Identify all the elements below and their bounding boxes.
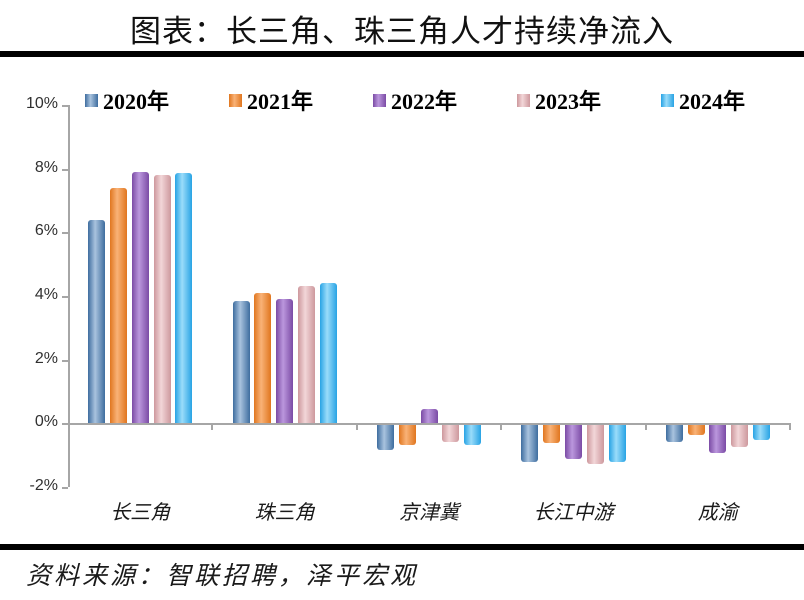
y-axis-tick bbox=[62, 423, 68, 426]
x-axis-label: 京津冀 bbox=[399, 500, 459, 524]
x-axis-label: 长江中游 bbox=[533, 500, 614, 524]
bar bbox=[131, 171, 149, 424]
x-axis-label: 长三角 bbox=[110, 500, 171, 524]
y-axis-label: 8% bbox=[34, 158, 58, 176]
x-axis-label: 珠三角 bbox=[254, 500, 315, 524]
legend-item: 2022年 bbox=[373, 84, 457, 116]
bar bbox=[232, 300, 250, 424]
bar bbox=[709, 424, 727, 453]
bar bbox=[731, 424, 749, 447]
bar bbox=[276, 299, 294, 424]
bar bbox=[564, 424, 582, 460]
bar bbox=[687, 424, 705, 436]
legend-label: 2020年 bbox=[103, 89, 170, 114]
x-axis-tick bbox=[500, 423, 503, 431]
legend-color-swatch-icon bbox=[661, 93, 674, 107]
y-axis-tick bbox=[62, 296, 68, 298]
x-axis-line bbox=[68, 423, 790, 426]
legend-color-swatch-icon bbox=[229, 93, 242, 107]
legend-item: 2024年 bbox=[661, 84, 745, 116]
bar bbox=[153, 175, 171, 424]
y-axis-tick bbox=[62, 168, 68, 171]
bar bbox=[752, 424, 770, 441]
y-axis-label: 6% bbox=[34, 222, 58, 240]
x-axis-tick bbox=[789, 423, 791, 431]
chart-title: 图表：长三角、珠三角人才持续净流入 bbox=[130, 14, 674, 50]
legend-label: 2022年 bbox=[391, 89, 458, 114]
source-note: 资料来源：智联招聘，泽平宏观 bbox=[26, 561, 419, 590]
x-axis-tick bbox=[211, 423, 214, 431]
bar bbox=[398, 424, 416, 445]
y-axis-tick bbox=[62, 232, 68, 235]
bar bbox=[109, 187, 127, 424]
y-axis-tick bbox=[62, 487, 68, 489]
legend-color-swatch-icon bbox=[517, 93, 530, 107]
legend-color-swatch-icon bbox=[373, 93, 386, 107]
legend-label: 2021年 bbox=[247, 89, 314, 114]
y-axis-label: 2% bbox=[34, 349, 58, 367]
bar bbox=[608, 424, 626, 463]
x-axis-tick bbox=[644, 423, 647, 431]
bar bbox=[665, 424, 683, 442]
bar bbox=[175, 173, 193, 424]
legend-label: 2024年 bbox=[679, 89, 746, 114]
bar bbox=[543, 424, 561, 444]
legend-color-swatch-icon bbox=[85, 93, 98, 107]
bottom-divider-line bbox=[0, 544, 804, 550]
bar bbox=[420, 409, 438, 424]
bar bbox=[464, 424, 482, 445]
y-axis-label: 4% bbox=[34, 286, 58, 303]
y-axis-label: 0% bbox=[34, 413, 58, 431]
legend-item: 2023年 bbox=[517, 84, 601, 116]
x-axis-label: 成渝 bbox=[697, 500, 738, 524]
legend-label: 2023年 bbox=[535, 89, 602, 114]
bar bbox=[586, 424, 604, 465]
bar bbox=[376, 424, 394, 450]
bar bbox=[297, 286, 315, 424]
bar bbox=[521, 424, 539, 463]
y-axis-tick bbox=[62, 105, 68, 107]
bar bbox=[319, 283, 337, 424]
y-axis-label: 10% bbox=[25, 95, 58, 112]
bar bbox=[442, 424, 460, 442]
y-axis-tick bbox=[62, 359, 68, 362]
legend-item: 2021年 bbox=[229, 84, 313, 116]
legend-item: 2020年 bbox=[85, 84, 169, 116]
y-axis-line bbox=[68, 105, 70, 487]
top-divider-line bbox=[0, 51, 804, 57]
y-axis-label: -2% bbox=[29, 477, 58, 494]
x-axis-tick bbox=[355, 423, 358, 431]
bar bbox=[88, 219, 106, 424]
bar bbox=[254, 292, 272, 424]
